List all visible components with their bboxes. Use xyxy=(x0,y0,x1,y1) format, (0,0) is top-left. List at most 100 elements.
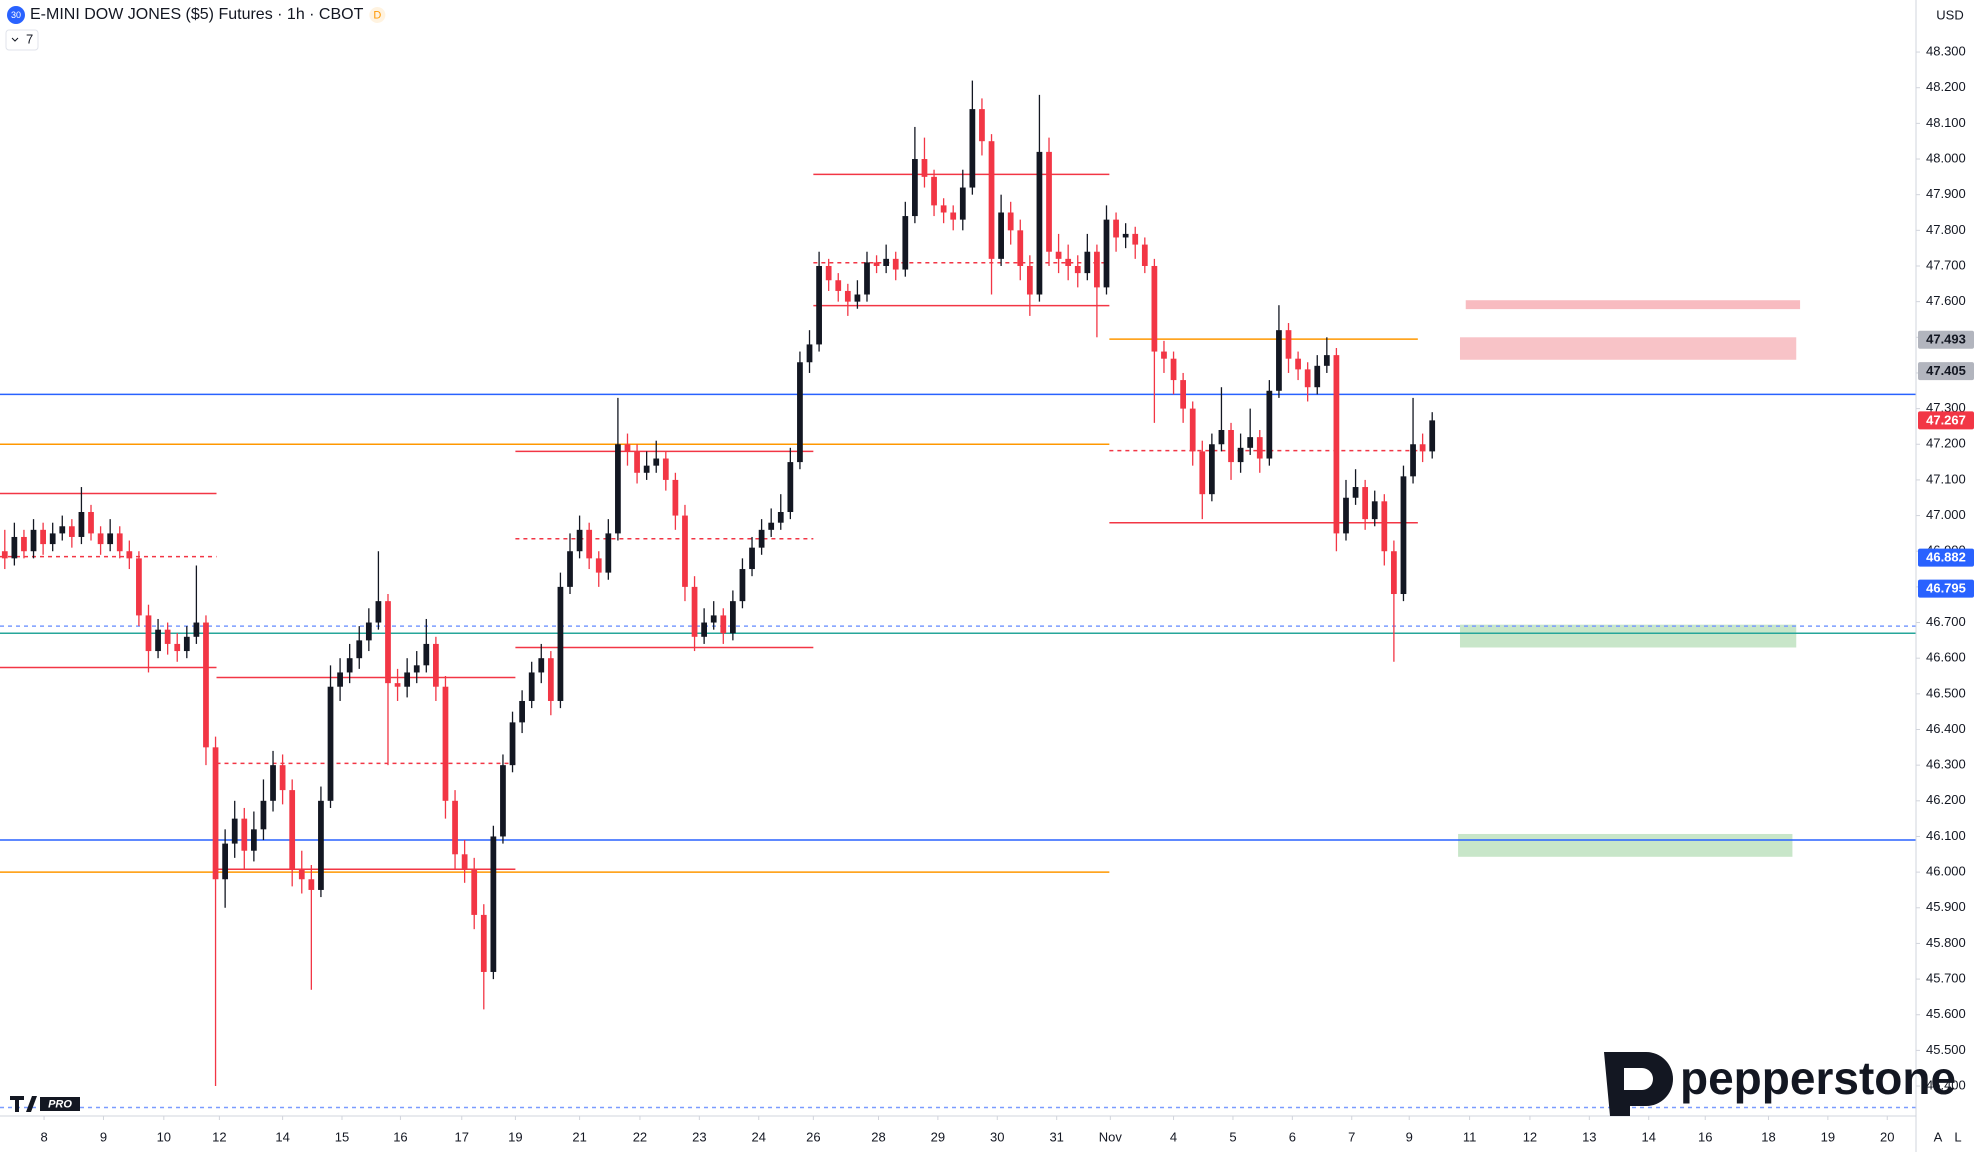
y-tick-label: 47.100 xyxy=(1926,471,1966,486)
candle-body xyxy=(1218,429,1225,445)
price-tag-label: 47.493 xyxy=(1926,332,1966,347)
candle-body xyxy=(97,533,104,545)
auto-scale-button[interactable]: A xyxy=(1934,1129,1943,1144)
y-tick-label: 47.700 xyxy=(1926,257,1966,272)
candle-body xyxy=(155,629,161,652)
x-tick-label: 11 xyxy=(1463,1129,1477,1144)
price-tag xyxy=(1918,579,1974,598)
y-tick-label: 48.000 xyxy=(1926,150,1966,165)
x-tick-label: 18 xyxy=(1761,1129,1775,1144)
x-tick-label: 19 xyxy=(508,1129,522,1144)
x-tick-label: 9 xyxy=(1406,1129,1413,1144)
y-tick-label: 48.300 xyxy=(1926,43,1966,58)
candle-body xyxy=(844,290,851,302)
y-tick-label: 47.300 xyxy=(1926,400,1966,415)
y-tick-label: 46.700 xyxy=(1926,614,1966,629)
x-tick-label: 16 xyxy=(1698,1129,1712,1144)
candle-body xyxy=(1228,429,1234,463)
candle-body xyxy=(136,558,142,616)
candle-body xyxy=(1208,444,1215,495)
symbol-badge[interactable] xyxy=(7,6,25,24)
candle-body xyxy=(1151,265,1158,352)
indicator-toggle[interactable] xyxy=(5,29,39,51)
candle-body xyxy=(385,601,391,684)
log-scale-button[interactable]: L xyxy=(1954,1129,1961,1144)
candle-body xyxy=(1065,258,1072,266)
price-tag-label: 47.405 xyxy=(1926,363,1966,378)
price-tag-label: 46.882 xyxy=(1926,550,1966,565)
pro-label: PRO xyxy=(48,1098,72,1110)
candle-body xyxy=(298,868,305,880)
candle-body xyxy=(1285,330,1292,359)
x-tick-label: 14 xyxy=(1641,1129,1655,1144)
candle-body xyxy=(1371,501,1378,520)
candle-body xyxy=(212,747,219,880)
x-tick-label: 12 xyxy=(212,1129,226,1144)
candle-body xyxy=(318,800,324,890)
candle-body xyxy=(231,818,238,844)
x-tick-label: 17 xyxy=(455,1129,469,1144)
y-tick-label: 46.600 xyxy=(1926,650,1966,665)
candle-body xyxy=(672,479,679,516)
candle-body xyxy=(1199,451,1206,495)
y-tick-label: 46.100 xyxy=(1926,828,1966,843)
x-tick-label: 7 xyxy=(1348,1129,1355,1144)
zone xyxy=(1458,833,1793,857)
candle-body xyxy=(1,551,8,559)
candle-body xyxy=(107,533,114,545)
candle-body xyxy=(88,512,94,534)
candle-body xyxy=(433,643,439,687)
candle-body xyxy=(653,458,660,466)
y-tick-label: 47.200 xyxy=(1926,436,1966,451)
candle-body xyxy=(864,262,870,295)
candle-body xyxy=(701,622,708,637)
x-tick-label: 29 xyxy=(931,1129,945,1144)
y-tick-label: 45.900 xyxy=(1926,899,1966,914)
delay-badge-text: D xyxy=(373,9,381,21)
x-tick-label: 14 xyxy=(275,1129,289,1144)
candle-body xyxy=(59,526,66,534)
candle-body xyxy=(1343,497,1349,534)
candle-body xyxy=(1074,265,1081,274)
candle-body xyxy=(624,444,631,452)
candle-body xyxy=(78,512,85,537)
y-tick-label: 46.500 xyxy=(1926,685,1966,700)
candle-body xyxy=(461,854,468,869)
candle-body xyxy=(413,665,420,673)
candle-body xyxy=(950,212,957,220)
candle-body xyxy=(979,109,985,142)
candle-body xyxy=(241,818,248,851)
candle-body xyxy=(1295,358,1301,370)
price-tag xyxy=(1918,330,1974,349)
candle-body xyxy=(21,536,27,552)
candle-body xyxy=(174,643,181,652)
delay-badge[interactable] xyxy=(369,7,386,23)
candle-body xyxy=(615,444,621,534)
currency-label[interactable]: USD xyxy=(1936,7,1963,22)
candle-body xyxy=(356,640,363,659)
candle-body xyxy=(203,622,209,748)
candle-body xyxy=(1036,151,1043,295)
y-tick-label: 45.600 xyxy=(1926,1006,1966,1021)
candle-body xyxy=(1304,369,1311,388)
candle-body xyxy=(1314,365,1321,388)
zone xyxy=(1459,624,1797,648)
candle-body xyxy=(116,533,123,552)
candle-body xyxy=(270,765,276,801)
candle-body xyxy=(777,512,784,523)
candle-body xyxy=(1410,444,1416,477)
candle-body xyxy=(1429,420,1436,452)
candle-body xyxy=(768,522,775,530)
symbol-badge-text: 30 xyxy=(11,10,21,20)
candle-body xyxy=(720,615,727,634)
candle-body xyxy=(528,672,535,701)
x-tick-label: 30 xyxy=(990,1129,1004,1144)
candle-body xyxy=(423,643,430,666)
y-tick-label: 48.200 xyxy=(1926,79,1966,94)
candle-body xyxy=(1400,476,1407,595)
candle-body xyxy=(758,529,765,548)
candle-body xyxy=(1161,351,1167,359)
candle-body xyxy=(126,551,133,559)
candle-body xyxy=(969,109,976,188)
